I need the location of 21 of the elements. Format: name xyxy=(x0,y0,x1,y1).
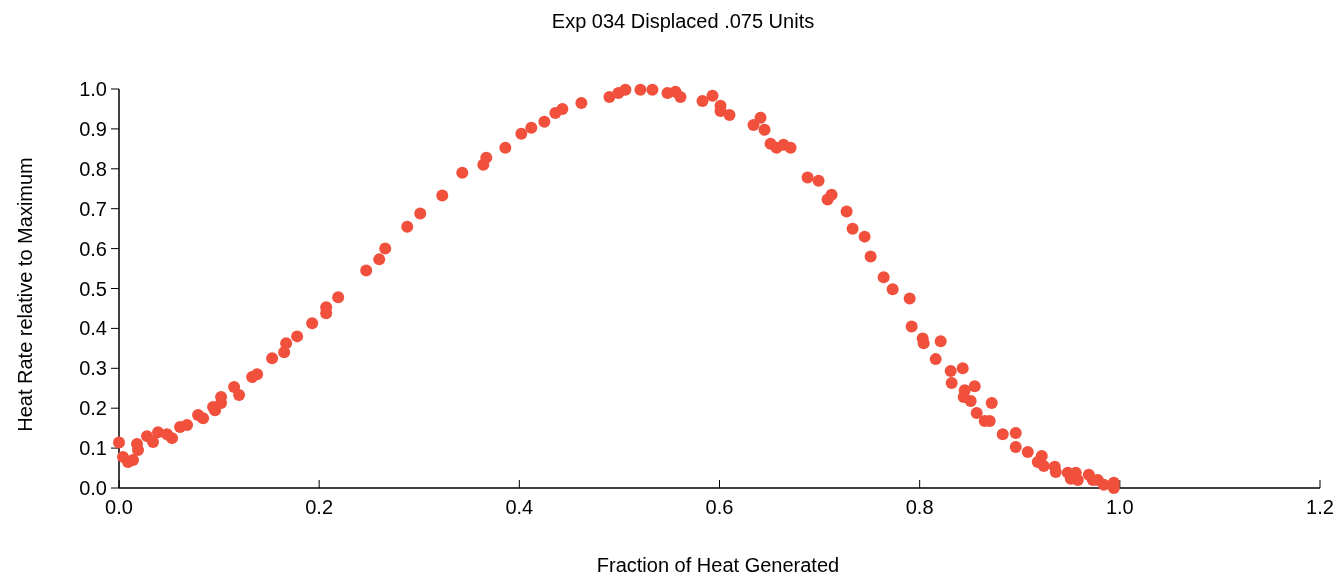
y-tick-label: 0.7 xyxy=(79,197,107,220)
y-tick-label: 0.3 xyxy=(79,357,107,380)
x-tick-label: 0.4 xyxy=(505,496,534,518)
x-tick-label: 1.0 xyxy=(1105,496,1134,518)
x-tick-label: 0.0 xyxy=(105,496,133,518)
y-tick-label: 0.2 xyxy=(79,397,107,420)
x-axis-title: Fraction of Heat Generated xyxy=(596,554,840,576)
y-tick-label: 0.1 xyxy=(79,437,107,460)
y-tick-label: 0.8 xyxy=(79,157,107,180)
y-axis-title: Heat Rate relative to Maximum xyxy=(14,157,36,432)
y-tick-label: 0.0 xyxy=(79,477,107,499)
x-tick-label: 0.8 xyxy=(905,496,934,518)
chart-title: Exp 034 Displaced .075 Units xyxy=(551,10,815,32)
y-tick-label: 0.5 xyxy=(79,277,107,300)
x-tick-label: 1.2 xyxy=(1306,496,1334,518)
y-tick-label: 0.4 xyxy=(79,317,107,340)
x-tick-label: 0.2 xyxy=(305,496,334,518)
y-tick-label: 1.0 xyxy=(79,78,107,100)
y-tick-label: 0.9 xyxy=(79,117,107,140)
y-tick-label: 0.6 xyxy=(79,237,107,260)
x-tick-label: 0.6 xyxy=(705,496,734,518)
